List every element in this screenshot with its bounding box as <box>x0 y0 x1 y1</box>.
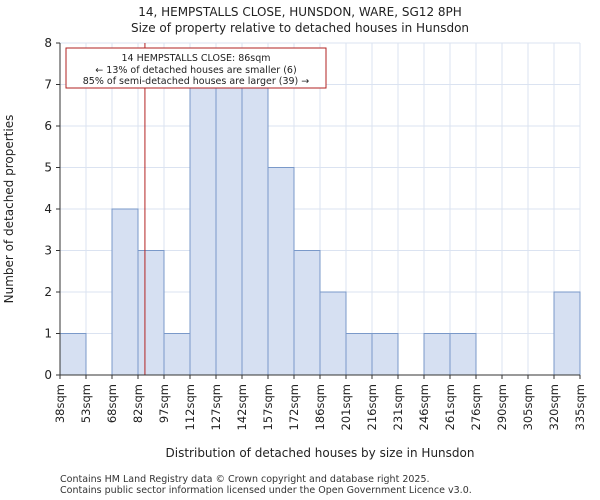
x-tick-label: 231sqm <box>391 384 405 430</box>
x-tick-label: 97sqm <box>157 384 171 423</box>
histogram-bar <box>111 208 139 376</box>
x-tick-label: 82sqm <box>131 384 145 423</box>
x-tick-label: 290sqm <box>495 384 509 430</box>
x-tick-label: 142sqm <box>235 384 249 430</box>
y-tick-label: 3 <box>44 244 52 258</box>
x-tick-label: 335sqm <box>573 384 587 430</box>
x-tick-label: 261sqm <box>443 384 457 430</box>
x-tick-label: 246sqm <box>417 384 431 430</box>
x-tick-label: 320sqm <box>547 384 561 430</box>
x-tick-label: 112sqm <box>183 384 197 430</box>
histogram-bar <box>345 333 373 376</box>
y-tick-label: 2 <box>44 285 52 299</box>
x-tick-label: 53sqm <box>79 384 93 423</box>
y-axis-label: Number of detached properties <box>2 115 16 304</box>
chart-subtitle: Size of property relative to detached ho… <box>130 21 470 35</box>
histogram-bar <box>215 84 243 376</box>
x-tick-label: 68sqm <box>105 384 119 423</box>
histogram-bar <box>267 167 295 376</box>
histogram-bar <box>423 333 451 376</box>
annotation-line: ← 13% of detached houses are smaller (6) <box>95 65 296 76</box>
histogram-bar <box>553 291 581 376</box>
x-tick-label: 276sqm <box>469 384 483 430</box>
x-tick-label: 186sqm <box>313 384 327 430</box>
x-tick-label: 172sqm <box>287 384 301 430</box>
histogram-bar <box>319 291 347 376</box>
chart-title: 14, HEMPSTALLS CLOSE, HUNSDON, WARE, SG1… <box>138 5 462 19</box>
x-tick-label: 38sqm <box>53 384 67 423</box>
histogram-bar <box>59 333 87 376</box>
x-tick-label: 157sqm <box>261 384 275 430</box>
histogram-bar <box>163 333 191 376</box>
y-tick-label: 6 <box>44 119 52 133</box>
y-tick-label: 7 <box>44 78 52 92</box>
y-tick-label: 1 <box>44 327 52 341</box>
y-tick-label: 0 <box>44 368 52 382</box>
histogram-bar <box>189 84 217 376</box>
x-tick-label: 216sqm <box>365 384 379 430</box>
x-axis-label: Distribution of detached houses by size … <box>166 446 475 460</box>
histogram-bar <box>449 333 477 376</box>
x-tick-label: 201sqm <box>339 384 353 430</box>
y-tick-label: 5 <box>44 161 52 175</box>
annotation-line: 85% of semi-detached houses are larger (… <box>83 76 310 87</box>
histogram-bar <box>241 84 269 376</box>
histogram-bar <box>293 250 321 376</box>
histogram-bar <box>137 250 165 376</box>
y-tick-label: 8 <box>44 36 52 50</box>
y-tick-label: 4 <box>44 202 52 216</box>
histogram-bar <box>371 333 399 376</box>
x-tick-label: 305sqm <box>521 384 535 430</box>
x-tick-label: 127sqm <box>209 384 223 430</box>
footer-licence: Contains public sector information licen… <box>60 485 472 496</box>
annotation-box <box>65 47 327 89</box>
footer-copyright: Contains HM Land Registry data © Crown c… <box>60 474 430 485</box>
annotation-line: 14 HEMPSTALLS CLOSE: 86sqm <box>121 53 270 64</box>
